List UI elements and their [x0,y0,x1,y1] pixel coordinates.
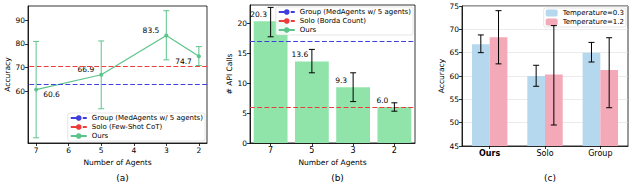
svg-text:15: 15 [237,49,247,58]
svg-text:Number of Agents: Number of Agents [83,158,151,167]
svg-text:66.9: 66.9 [77,65,95,75]
svg-text:(b): (b) [331,173,344,182]
svg-text:2: 2 [392,146,397,155]
svg-text:60: 60 [15,87,25,96]
svg-text:20.3: 20.3 [250,10,267,19]
svg-text:9.3: 9.3 [335,76,347,85]
svg-text:Solo (Few-Shot CoT): Solo (Few-Shot CoT) [92,123,163,131]
svg-text:6: 6 [66,146,71,155]
svg-text:Solo (Borda Count): Solo (Borda Count) [300,17,366,25]
svg-text:Solo: Solo [536,149,553,158]
svg-text:Accuracy: Accuracy [3,57,12,92]
svg-text:70: 70 [449,25,459,34]
svg-text:10: 10 [237,79,247,88]
svg-text:75: 75 [449,2,459,11]
svg-text:# API Calls: # API Calls [225,53,234,94]
svg-text:60.6: 60.6 [43,90,60,99]
svg-text:Ours: Ours [92,132,109,140]
svg-text:45: 45 [449,142,459,151]
svg-text:3: 3 [351,146,356,155]
svg-text:Temperature=1.2: Temperature=1.2 [562,18,624,26]
svg-text:50: 50 [449,118,459,127]
svg-text:74.7: 74.7 [175,57,192,66]
svg-text:3: 3 [164,146,169,155]
svg-text:Group (MedAgents w/ 5 agents): Group (MedAgents w/ 5 agents) [92,114,204,122]
svg-text:5: 5 [99,146,104,155]
svg-text:Group: Group [588,149,612,158]
svg-text:65: 65 [449,48,459,57]
svg-text:4: 4 [131,146,136,155]
svg-text:5: 5 [242,109,247,118]
svg-text:(a): (a) [116,173,129,182]
svg-text:70: 70 [15,63,25,72]
svg-text:(c): (c) [544,173,556,182]
svg-text:Group (MedAgents w/ 5 agents): Group (MedAgents w/ 5 agents) [300,8,412,16]
svg-text:Accuracy: Accuracy [437,58,446,93]
svg-text:7: 7 [268,146,273,155]
svg-text:83.5: 83.5 [143,26,160,35]
svg-text:90: 90 [15,16,25,25]
svg-text:80: 80 [15,39,25,48]
svg-text:Ours: Ours [300,26,317,34]
svg-text:2: 2 [196,146,201,155]
svg-text:Number of Agents: Number of Agents [298,158,366,167]
svg-text:0: 0 [242,139,247,148]
svg-text:Ours: Ours [479,149,500,158]
svg-text:55: 55 [449,95,459,104]
svg-text:13.6: 13.6 [292,50,309,59]
svg-text:5: 5 [309,146,314,155]
svg-text:6.0: 6.0 [376,96,388,105]
svg-text:Temperature=0.3: Temperature=0.3 [562,9,624,17]
svg-text:20: 20 [237,19,247,28]
svg-text:7: 7 [34,146,39,155]
svg-text:60: 60 [449,72,459,81]
